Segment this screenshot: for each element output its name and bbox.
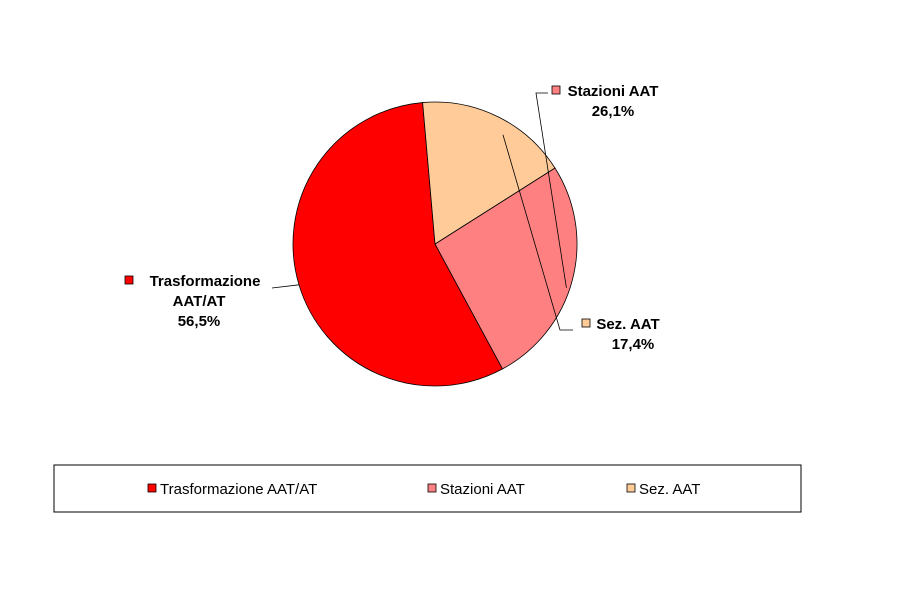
data-label-name-trasformazione: AAT/AT [173, 293, 226, 310]
data-label-stazioni: Stazioni AAT 26,1% [551, 83, 659, 120]
legend-item-trasformazione: Trasformazione AAT/AT [147, 481, 317, 498]
leader-lines [271, 92, 573, 331]
legend-item-stazioni: Stazioni AAT [427, 481, 525, 498]
legend-swatch-stazioni [427, 483, 437, 493]
data-label-trasformazione: Trasformazione AAT/AT 56,5% [124, 273, 261, 330]
data-label-marker-stazioni [551, 85, 561, 95]
leader-line-trasformazione [271, 284, 300, 289]
legend-box [53, 464, 802, 513]
legend: Trasformazione AAT/AT Stazioni AAT Sez. AA… [53, 464, 802, 513]
data-label-name-trasformazione: Trasformazione [150, 273, 261, 290]
legend-swatch-sez [626, 483, 636, 493]
legend-item-sez: Sez. AAT [626, 481, 700, 498]
data-labels: Trasformazione AAT/AT 56,5% Stazioni AAT 26,… [124, 83, 660, 353]
legend-label-stazioni: Stazioni AAT [440, 481, 525, 498]
legend-label-trasformazione: Trasformazione AAT/AT [160, 481, 317, 498]
legend-swatch-trasformazione [147, 483, 157, 493]
data-label-value-sez: 17,4% [612, 336, 655, 353]
data-label-marker-sez [581, 318, 591, 328]
data-label-value-stazioni: 26,1% [592, 103, 635, 120]
pie-slice-trasformazione [292, 102, 504, 387]
legend-label-sez: Sez. AAT [639, 481, 700, 498]
data-label-marker-trasformazione [124, 275, 134, 285]
pie-slice-stazioni [434, 167, 578, 370]
data-label-name-sez: Sez. AAT [596, 316, 659, 333]
pie-slice-sez [422, 101, 556, 245]
data-label-name-stazioni: Stazioni AAT [568, 83, 659, 100]
data-label-value-trasformazione: 56,5% [178, 313, 221, 330]
leader-line-stazioni [535, 92, 567, 288]
data-label-sez: Sez. AAT 17,4% [581, 316, 660, 353]
pie-slices [292, 101, 578, 387]
leader-line-sez [502, 134, 573, 331]
